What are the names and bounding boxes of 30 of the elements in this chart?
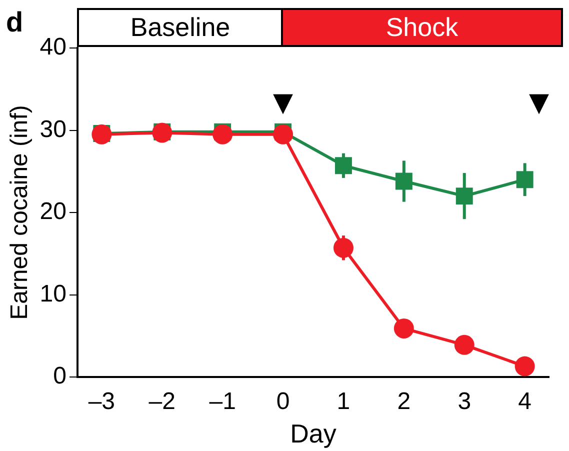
point (333, 238, 354, 258)
point (273, 124, 294, 144)
text: d (6, 6, 24, 38)
y-axis-title: Earned cocaine (inf) (6, 105, 34, 320)
x-tick-label: 1 (336, 388, 350, 416)
y-tick-label: 40 (40, 34, 66, 61)
x-tick-label: 4 (518, 388, 532, 416)
x-axis-title: Day (290, 418, 336, 449)
point (456, 188, 473, 205)
x-tick-label: –3 (88, 388, 116, 416)
x-tick-label: 0 (276, 388, 290, 416)
x-tick-label: –1 (209, 388, 236, 416)
x-tick-label: 3 (458, 388, 472, 416)
point (516, 171, 534, 188)
condition-header: Baseline Shock (77, 8, 563, 47)
point (334, 157, 352, 174)
x-tick-label: –2 (148, 388, 176, 416)
point (394, 318, 414, 338)
point (395, 172, 412, 190)
point (212, 124, 233, 144)
annotation: ▼ (273, 88, 294, 118)
y-tick-label: 20 (40, 198, 66, 226)
x-tick-label: 2 (397, 388, 411, 416)
y-tick-label: 30 (40, 116, 66, 143)
y-tick-label: 10 (40, 280, 66, 308)
point (514, 356, 535, 376)
point (152, 122, 172, 143)
annotation: ▼ (529, 88, 549, 118)
point (454, 334, 474, 355)
y-tick-label: 0 (53, 362, 66, 390)
